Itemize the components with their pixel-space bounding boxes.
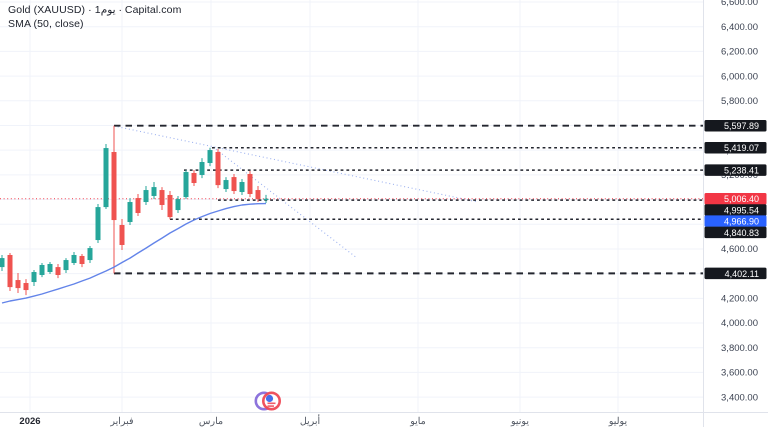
- price-tick-label: 6,000.00: [721, 71, 758, 82]
- candle: [239, 182, 245, 193]
- time-axis-month-label: مايو: [409, 416, 426, 427]
- candle: [159, 190, 165, 205]
- price-badge: [704, 119, 767, 132]
- candle: [55, 267, 61, 275]
- candle: [191, 173, 197, 184]
- price-tick-label: 6,400.00: [721, 22, 758, 33]
- candle: [143, 190, 149, 203]
- candle: [215, 152, 221, 186]
- candle: [223, 180, 229, 190]
- price-tick-label: 4,000.00: [721, 318, 758, 329]
- candle: [127, 202, 133, 223]
- price-badge: [704, 215, 767, 227]
- candle: [231, 177, 237, 192]
- indicator-label[interactable]: SMA (50, close): [8, 17, 84, 30]
- price-badges: 5,597.89 5,419.07 5,238.41 5,006.404,995.54…: [704, 119, 767, 280]
- candle: [167, 194, 173, 218]
- price-badge: [704, 267, 767, 280]
- candle: [199, 162, 205, 175]
- svg-text:5,238.41: 5,238.41: [724, 166, 759, 176]
- candle: [263, 198, 269, 201]
- candle: [71, 254, 77, 264]
- price-tick-label: 3,400.00: [721, 392, 758, 403]
- price-badge: [704, 164, 767, 176]
- price-level-lines: [0, 124, 703, 275]
- candle: [15, 280, 21, 289]
- price-tick-label: 6,600.00: [721, 0, 758, 8]
- candle: [111, 152, 117, 221]
- price-badge: [704, 142, 767, 154]
- price-tick-label: 6,200.00: [721, 47, 758, 58]
- candle: [0, 258, 5, 268]
- price-badge: [704, 226, 767, 239]
- candle: [47, 264, 53, 273]
- symbol-title[interactable]: Gold (XAUUSD) · 1يوم · Capital.com: [8, 4, 182, 16]
- time-axis-month-label: يوليو: [608, 416, 628, 427]
- price-tick-label: 4,600.00: [721, 244, 758, 255]
- candle: [39, 264, 45, 275]
- chart-legend: Gold (XAUUSD) · 1يوم · Capital.com SMA (…: [8, 4, 181, 32]
- svg-text:5,006.40: 5,006.40: [724, 194, 759, 204]
- candle: [151, 187, 157, 196]
- candle: [119, 224, 125, 245]
- svg-text:4,966.90: 4,966.90: [724, 217, 759, 227]
- trendlines: [113, 125, 479, 259]
- candle: [63, 260, 69, 271]
- candle: [7, 254, 13, 288]
- candle: [79, 255, 85, 265]
- svg-text:4,995.54: 4,995.54: [724, 205, 759, 215]
- capital-logo-watermark: [254, 391, 281, 411]
- price-tick-label: 5,800.00: [721, 96, 758, 107]
- candle: [207, 150, 213, 164]
- candle: [103, 148, 109, 208]
- candle: [175, 199, 181, 211]
- candle: [95, 207, 101, 241]
- svg-text:4,402.11: 4,402.11: [725, 269, 759, 279]
- price-tick-label: 3,600.00: [721, 368, 758, 379]
- time-axis[interactable]: 2026 فبراير مارس أبريل مايو يونيو يوليو: [19, 414, 627, 427]
- candlesticks: [0, 125, 269, 296]
- time-axis-month-label: فبراير: [109, 416, 134, 427]
- svg-text:5,597.89: 5,597.89: [724, 121, 759, 131]
- price-tick-label: 4,200.00: [721, 294, 758, 305]
- time-axis-month-label: مارس: [199, 416, 223, 427]
- time-axis-month-label: يونيو: [510, 416, 529, 427]
- candle: [135, 198, 141, 214]
- price-badge: [704, 193, 767, 205]
- candle: [31, 272, 37, 283]
- time-axis-year-label: 2026: [19, 416, 40, 427]
- candle: [255, 190, 261, 200]
- price-tick-label: 3,800.00: [721, 343, 758, 354]
- time-axis-month-label: أبريل: [300, 414, 321, 427]
- price-badge: [704, 204, 767, 216]
- candle: [247, 173, 253, 194]
- candle: [183, 172, 189, 198]
- svg-text:4,840.83: 4,840.83: [724, 228, 759, 238]
- candle: [23, 283, 29, 291]
- svg-text:5,419.07: 5,419.07: [724, 143, 759, 153]
- sma-line: [1, 202, 267, 304]
- candle: [87, 248, 93, 261]
